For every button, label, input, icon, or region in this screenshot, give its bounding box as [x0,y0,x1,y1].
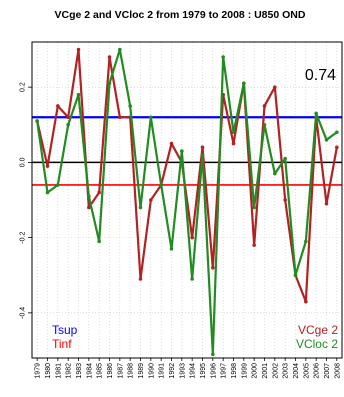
data-point-vcloc-2 [149,115,153,120]
data-point-vcge-2 [273,85,277,89]
x-tick-label: 1995 [200,363,207,379]
data-point-vcloc-2 [200,153,205,157]
x-tick-label: 1980 [45,363,52,379]
chart-title: VCge 2 and VCloc 2 from 1979 to 2008 : U… [55,9,306,21]
y-tick-label: -0.4 [19,307,26,319]
plot-frame [31,41,343,359]
data-point-vcge-2 [45,164,50,168]
data-point-vcge-2 [87,205,91,210]
x-tick-label: 1979 [35,363,42,379]
x-tick-label: 1984 [86,363,93,379]
x-tick-label: 1996 [210,363,217,379]
data-point-vcge-2 [200,145,205,150]
data-point-vcge-2 [335,145,339,150]
x-tick-label: 1988 [128,363,135,379]
data-point-vcloc-2 [190,277,194,281]
data-point-vcloc-2 [314,111,318,116]
x-tick-label: 1992 [169,363,176,379]
data-point-vcloc-2 [128,104,132,108]
data-point-vcloc-2 [107,81,112,86]
x-tick-label: 1981 [55,363,62,379]
x-tick-label: 1990 [148,363,155,379]
data-point-vcloc-2 [180,149,184,153]
x-tick-label: 2001 [262,363,269,379]
data-point-vcloc-2 [324,138,329,142]
y-tick-label: 0.2 [19,82,26,92]
data-point-vcloc-2 [118,47,122,52]
y-tick-label: 0.0 [19,157,26,167]
data-point-vcloc-2 [283,156,287,161]
data-point-vcge-2 [107,55,112,59]
x-tick-label: 1997 [221,363,228,379]
data-point-vcloc-2 [66,122,70,127]
data-point-vcloc-2 [211,352,215,357]
data-point-vcge-2 [97,190,101,195]
data-point-vcloc-2 [56,183,60,187]
x-tick-label: 1999 [241,363,248,379]
x-tick-label: 2007 [324,363,331,379]
data-point-vcloc-2 [231,130,236,135]
data-point-vcge-2 [149,198,153,202]
x-tick-label: 1987 [117,363,124,379]
data-point-vcloc-2 [293,273,298,278]
correlation-label: 0.74 [305,67,336,84]
data-point-vcloc-2 [262,122,267,127]
x-tick-label: 1993 [179,363,186,379]
data-point-vcloc-2 [35,119,39,123]
x-tick-label: 1983 [76,363,83,379]
data-point-vcloc-2 [97,239,101,244]
data-point-vcloc-2 [138,205,143,210]
data-point-vcge-2 [169,141,174,146]
data-point-vcge-2 [190,235,194,240]
x-tick-label: 1991 [159,363,166,379]
legend-item-tsup: Tsup [52,323,78,337]
x-tick-label: 1989 [138,363,145,379]
data-point-vcge-2 [231,141,236,146]
data-point-vcge-2 [324,201,329,206]
data-point-vcloc-2 [242,81,246,86]
data-point-vcloc-2 [335,130,339,135]
data-point-vcloc-2 [159,183,163,187]
data-point-vcloc-2 [169,247,174,251]
series-layer [35,47,339,357]
x-tick-label: 2000 [252,363,259,379]
x-tick-label: 2005 [303,363,310,379]
data-point-vcge-2 [138,277,143,281]
x-tick-label: 2002 [272,363,279,379]
x-tick-label: 1982 [66,363,73,379]
x-tick-label: 2003 [283,363,290,379]
data-point-vcloc-2 [304,239,308,244]
data-point-vcloc-2 [45,190,50,195]
data-point-vcge-2 [76,47,81,52]
x-tick-label: 1994 [190,363,197,379]
data-point-vcloc-2 [221,55,225,59]
series-line-vcge-2 [36,48,338,303]
data-point-vcge-2 [211,265,215,270]
axes: 0.2 0.0 -0.2 -0.4 1979 1980 1981 1982 1983 1984 19… [19,82,341,378]
legend-item-tinf: Tinf [52,337,72,351]
data-point-vcloc-2 [76,92,81,97]
data-point-vcloc-2 [87,194,91,199]
y-tick-label: -0.2 [19,231,26,243]
data-point-vcloc-2 [273,171,277,176]
legend-item-vcloc-2: VCloc 2 [296,337,338,351]
data-point-vcge-2 [66,115,70,120]
legend-item-vcge-2: VCge 2 [298,323,338,337]
data-point-vcge-2 [283,198,287,202]
x-tick-label: 1985 [97,363,104,379]
x-tick-label: 1986 [107,363,114,379]
data-point-vcge-2 [56,104,60,108]
x-tick-label: 1998 [231,363,238,379]
data-point-vcge-2 [118,115,122,120]
data-point-vcge-2 [304,299,308,304]
data-point-vcloc-2 [252,205,256,210]
x-tick-label: 2006 [314,363,321,379]
series-line-vcloc-2 [36,48,338,356]
x-tick-label: 2008 [334,363,341,379]
x-tick-label: 2004 [293,363,300,379]
data-point-vcge-2 [252,243,256,247]
data-point-vcge-2 [262,104,267,108]
